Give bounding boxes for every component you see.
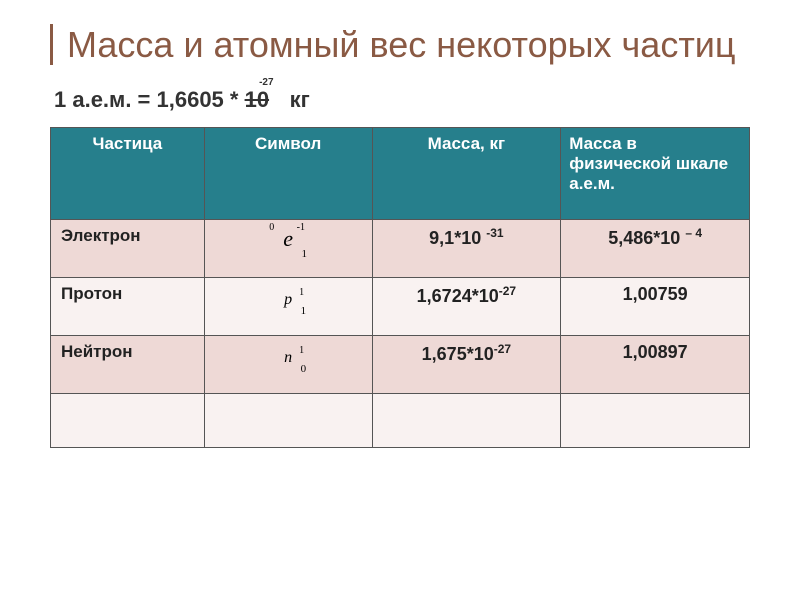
cell-amu: 1,00759 bbox=[561, 278, 750, 336]
cell-mass: 1,675*10-27 bbox=[372, 336, 561, 394]
col-header-symbol: Символ bbox=[204, 128, 372, 220]
cell-symbol: n 1 0 bbox=[204, 336, 372, 394]
cell-name: Протон bbox=[51, 278, 205, 336]
slide-title: Масса и атомный вес некоторых частиц bbox=[67, 24, 750, 65]
table-row-empty bbox=[51, 394, 750, 448]
cell-amu: 5,486*10 – 4 bbox=[561, 220, 750, 278]
table-header-row: Частица Символ Масса, кг Масса в физичес… bbox=[51, 128, 750, 220]
table-row: Протон p 1 1 1,6724*10-27 1,00759 bbox=[51, 278, 750, 336]
col-header-mass: Масса, кг bbox=[372, 128, 561, 220]
subtitle-suffix: кг bbox=[284, 87, 310, 112]
particle-table: Частица Символ Масса, кг Масса в физичес… bbox=[50, 127, 750, 448]
subtitle: 1 а.е.м. = 1,6605 * 10-27 кг bbox=[54, 87, 750, 113]
col-header-amu: Масса в физической шкале а.е.м. bbox=[561, 128, 750, 220]
cell-name: Электрон bbox=[51, 220, 205, 278]
cell-symbol: 0 e -1 1 bbox=[204, 220, 372, 278]
subtitle-sup: -27 bbox=[259, 77, 273, 88]
cell-mass: 9,1*10 -31 bbox=[372, 220, 561, 278]
table-row: Нейтрон n 1 0 1,675*10-27 1,00897 bbox=[51, 336, 750, 394]
table-row: Электрон 0 e -1 1 9,1*10 -31 5,486*10 – … bbox=[51, 220, 750, 278]
subtitle-prefix: 1 а.е.м. = 1,6605 * bbox=[54, 87, 245, 112]
subtitle-struck: 10 bbox=[245, 87, 269, 112]
cell-amu: 1,00897 bbox=[561, 336, 750, 394]
title-block: Масса и атомный вес некоторых частиц bbox=[50, 24, 750, 65]
col-header-particle: Частица bbox=[51, 128, 205, 220]
cell-mass: 1,6724*10-27 bbox=[372, 278, 561, 336]
cell-symbol: p 1 1 bbox=[204, 278, 372, 336]
cell-name: Нейтрон bbox=[51, 336, 205, 394]
